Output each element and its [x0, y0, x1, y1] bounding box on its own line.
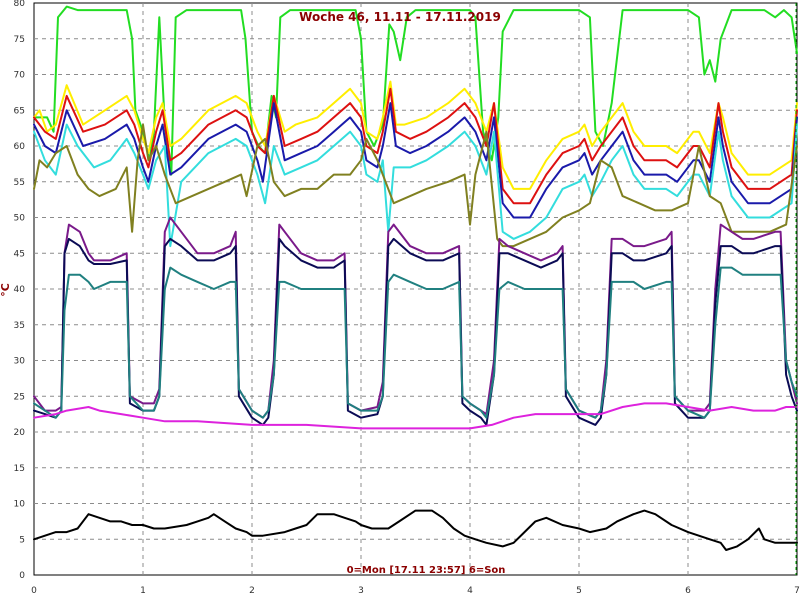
chart-footer: 0=Mon [17.11 23:57] 6=Son	[347, 565, 506, 576]
series-line-6	[33, 123, 798, 248]
y-tick-label: 70	[14, 71, 26, 81]
y-tick-label: 20	[14, 428, 26, 438]
y-tick-label: 50	[14, 214, 26, 224]
x-tick-label: 0	[31, 586, 37, 596]
y-tick-label: 45	[14, 249, 25, 259]
y-tick-label: 15	[14, 464, 25, 474]
x-tick-label: 6	[685, 586, 691, 596]
series-line-3	[33, 87, 798, 205]
x-tick-label: 7	[794, 586, 800, 596]
y-tick-label: 5	[19, 535, 25, 545]
y-tick-labels: 0 5 10 15 20 25 30 35 40 45 50 55 60 65 70 75 80	[14, 0, 26, 581]
series-line-2	[33, 80, 798, 190]
x-tick-label: 5	[576, 586, 582, 596]
x-tick-label: 3	[358, 586, 364, 596]
chart-title: Woche 46, 11.11 - 17.11.2019	[299, 10, 501, 24]
y-tick-label: 35	[14, 321, 25, 331]
grid	[34, 3, 797, 575]
series-group	[33, 5, 798, 551]
y-tick-label: 10	[14, 500, 26, 510]
y-tick-label: 0	[19, 571, 25, 581]
y-tick-label: 25	[14, 392, 25, 402]
y-tick-label: 80	[14, 0, 26, 9]
y-axis-label: °C	[0, 283, 12, 297]
y-tick-label: 65	[14, 106, 25, 116]
y-tick-label: 40	[14, 285, 26, 295]
series-line-10	[33, 402, 798, 430]
x-tick-label: 2	[249, 586, 255, 596]
y-tick-label: 30	[14, 357, 26, 367]
x-tick-labels: 0 1 2 3 4 5 6 7	[31, 586, 800, 596]
series-line-9	[33, 266, 798, 419]
y-tick-label: 60	[14, 142, 26, 152]
series-line-11	[33, 509, 798, 551]
series-line-4	[33, 102, 798, 219]
series-line-5	[33, 123, 798, 248]
y-tick-label: 55	[14, 178, 25, 188]
x-tick-label: 4	[467, 586, 473, 596]
x-tick-label: 1	[140, 586, 146, 596]
y-tick-label: 75	[14, 35, 25, 45]
